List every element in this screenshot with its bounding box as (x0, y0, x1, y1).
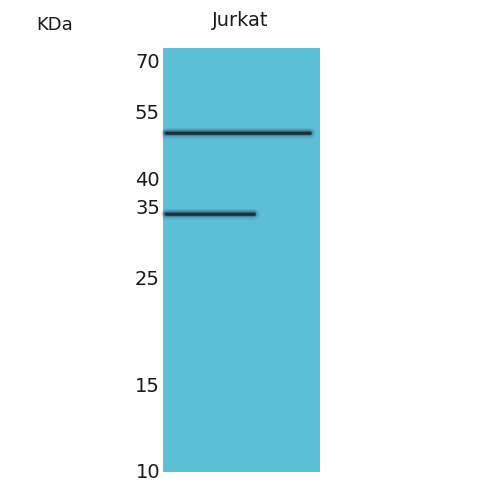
Text: 15: 15 (135, 377, 160, 396)
Text: 35: 35 (135, 199, 160, 218)
Text: 55: 55 (135, 104, 160, 123)
Text: 25: 25 (135, 270, 160, 288)
Text: 70: 70 (136, 53, 160, 72)
Text: 10: 10 (136, 462, 160, 481)
Bar (163, 48, 320, 472)
Text: KDa: KDa (36, 16, 74, 34)
Text: 40: 40 (136, 171, 160, 190)
Text: Jurkat: Jurkat (212, 10, 268, 29)
